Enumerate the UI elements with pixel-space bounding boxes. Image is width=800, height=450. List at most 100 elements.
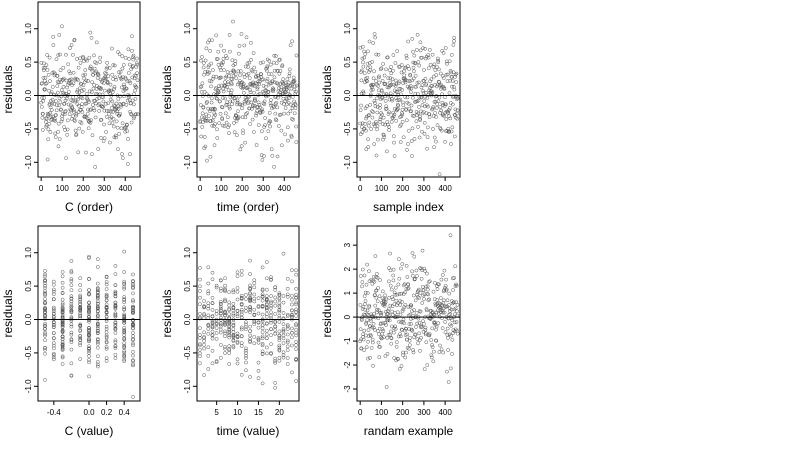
data-point <box>244 348 248 353</box>
data-point <box>240 103 244 108</box>
data-point <box>202 373 206 377</box>
data-point <box>409 303 414 308</box>
data-point <box>58 52 62 57</box>
data-point <box>281 353 286 357</box>
x-tick-label: 300 <box>257 184 271 193</box>
data-point <box>433 280 437 285</box>
data-point <box>283 132 287 137</box>
data-point <box>409 139 414 143</box>
data-point <box>439 128 444 133</box>
data-point <box>127 62 132 67</box>
data-point <box>420 248 425 253</box>
data-point <box>95 286 100 290</box>
data-point <box>131 330 135 335</box>
data-point <box>406 101 411 106</box>
data-point <box>252 281 257 285</box>
data-point <box>80 129 85 134</box>
data-point <box>276 124 281 128</box>
data-point <box>292 111 297 116</box>
data-point <box>429 338 434 342</box>
data-point <box>424 284 428 289</box>
data-point <box>93 115 98 120</box>
data-point <box>87 330 91 335</box>
data-point <box>112 85 117 89</box>
data-point <box>444 102 448 107</box>
data-point <box>248 375 252 379</box>
data-point <box>422 68 426 72</box>
data-point <box>286 80 291 85</box>
data-point <box>122 94 127 99</box>
data-point <box>358 108 363 113</box>
data-point <box>51 279 56 284</box>
data-point <box>440 273 445 277</box>
data-point <box>437 67 441 72</box>
data-point <box>416 60 421 64</box>
data-point <box>290 297 294 302</box>
data-point <box>375 105 380 109</box>
data-point <box>218 301 223 306</box>
data-point <box>441 310 445 315</box>
data-point <box>217 121 221 126</box>
data-point <box>56 121 61 126</box>
data-point <box>391 114 396 119</box>
data-point <box>59 94 64 99</box>
data-point <box>51 336 56 341</box>
data-point <box>214 283 219 288</box>
data-point <box>135 78 140 83</box>
data-point <box>131 358 135 363</box>
data-point <box>424 308 429 313</box>
data-point <box>58 68 63 73</box>
y-tick-label: 1.0 <box>24 23 33 35</box>
data-point <box>204 112 209 117</box>
data-point <box>392 311 397 315</box>
data-point <box>43 332 47 337</box>
data-point <box>454 320 459 324</box>
data-point <box>455 108 460 113</box>
data-point <box>294 327 298 332</box>
data-point <box>111 109 115 114</box>
data-point <box>208 107 213 112</box>
data-point <box>104 359 109 363</box>
data-point <box>426 66 431 71</box>
data-point <box>278 69 283 73</box>
data-point <box>113 305 118 310</box>
data-point <box>244 353 248 358</box>
data-point <box>102 136 107 141</box>
data-point <box>271 87 276 92</box>
data-point <box>392 290 397 295</box>
data-point <box>132 102 136 107</box>
data-point <box>69 279 74 283</box>
data-point <box>389 341 394 346</box>
y-tick-label: -0.5 <box>24 345 33 359</box>
data-point <box>78 61 83 65</box>
data-point <box>360 56 365 61</box>
data-point <box>452 134 457 139</box>
data-point <box>263 85 268 89</box>
data-point <box>104 114 109 119</box>
data-point <box>389 287 394 292</box>
data-point <box>198 326 202 330</box>
data-point <box>372 69 376 74</box>
data-point <box>411 65 416 70</box>
data-point <box>244 35 249 40</box>
data-point <box>257 103 262 107</box>
data-point <box>219 43 223 48</box>
y-tick-label: 1 <box>343 290 352 295</box>
x-tick-label: 20 <box>275 408 284 417</box>
data-point <box>389 64 393 69</box>
data-point <box>294 286 298 291</box>
data-point <box>455 302 460 307</box>
data-point <box>87 309 91 313</box>
data-point <box>240 106 244 111</box>
x-axis-label: time (value) <box>217 424 280 438</box>
data-point <box>107 88 111 93</box>
data-point <box>51 357 56 362</box>
data-point <box>206 331 211 336</box>
data-point <box>277 358 282 363</box>
y-tick-label: 0.5 <box>183 56 192 68</box>
data-point <box>239 325 244 330</box>
data-point <box>212 124 216 128</box>
data-point <box>66 102 71 107</box>
data-point <box>388 68 392 72</box>
data-point <box>359 103 363 108</box>
